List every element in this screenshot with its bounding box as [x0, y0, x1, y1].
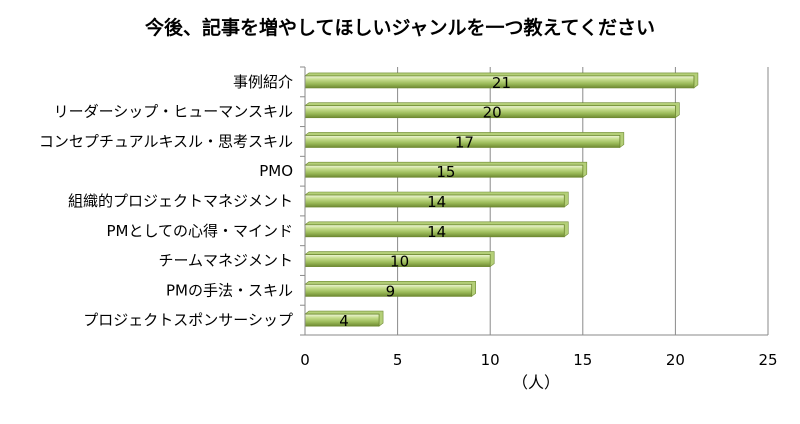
x-tick-label: 20: [666, 351, 685, 369]
data-label: 20: [483, 104, 502, 122]
data-label: 10: [390, 253, 409, 271]
chart-title: 今後、記事を増やしてほしいジャンルを一つ教えてください: [144, 16, 655, 39]
category-label: プロジェクトスポンサーシップ: [83, 311, 293, 329]
x-axis-title: （人）: [512, 373, 560, 392]
data-label: 14: [427, 223, 446, 241]
data-label: 4: [339, 312, 349, 330]
x-tick-label: 0: [300, 351, 310, 369]
data-label: 21: [492, 74, 511, 92]
x-tick-label: 25: [758, 351, 777, 369]
data-label: 17: [455, 133, 474, 151]
category-label: チームマネジメント: [158, 252, 293, 270]
category-label: PMの手法・スキル: [166, 281, 293, 299]
category-label: 事例紹介: [233, 73, 293, 91]
category-label: リーダーシップ・ヒューマンスキル: [54, 103, 293, 121]
category-label: 組織的プロジェクトマネジメント: [68, 192, 293, 210]
data-label: 15: [436, 163, 455, 181]
data-label: 9: [386, 282, 396, 300]
data-label: 14: [427, 193, 446, 211]
x-tick-label: 10: [481, 351, 500, 369]
axes: [300, 66, 768, 336]
labels: 0 5 10 15 20 25 事例紹介 21 リーダーシップ・ヒューマンスキル 20 コンセプチュ…: [39, 73, 778, 369]
category-label: PMO: [259, 162, 293, 180]
x-tick-label: 15: [573, 351, 592, 369]
x-tick-label: 5: [393, 351, 403, 369]
category-label: コンセプチュアルキスル・思考スキル: [39, 132, 293, 150]
category-label: PMとしての心得・マインド: [106, 222, 293, 240]
bars: [304, 72, 699, 327]
